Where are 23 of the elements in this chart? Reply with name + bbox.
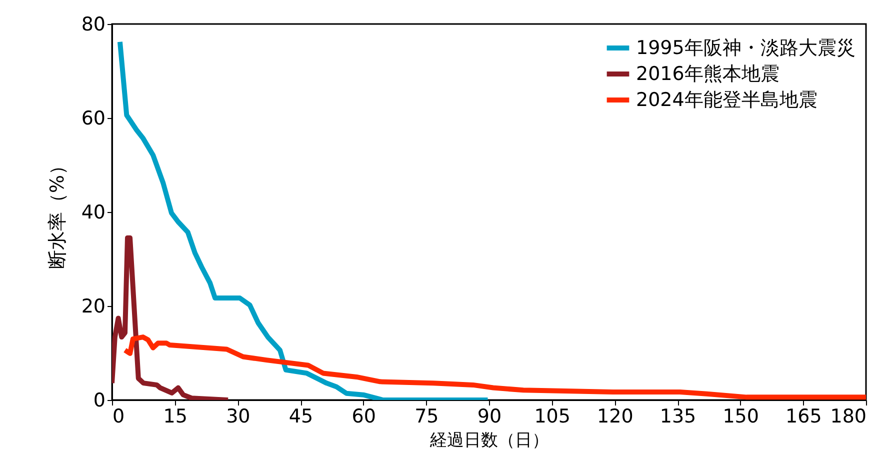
legend-label: 1995年阪神・淡路大震災 [636, 37, 856, 59]
x-tick-label: 135 [660, 406, 696, 428]
y-tick-label: 80 [81, 14, 106, 36]
x-tick-label: 165 [786, 406, 822, 428]
x-tick-label: 180 [830, 406, 866, 428]
x-tick-label: 45 [288, 406, 314, 428]
x-tick-label: 75 [414, 406, 439, 428]
y-tick-label: 40 [81, 202, 106, 224]
x-tick-label: 90 [477, 406, 502, 428]
y-tick-label: 20 [81, 296, 106, 318]
y-axis-title: 断水率（%） [46, 156, 68, 270]
legend-label: 2024年能登半島地震 [636, 89, 818, 111]
x-tick-label: 0 [112, 406, 125, 428]
x-tick-label: 150 [722, 406, 759, 428]
x-tick-label: 30 [226, 406, 250, 428]
x-axis-title: 経過日数（日） [429, 430, 549, 450]
x-tick-label: 60 [352, 406, 376, 428]
x-tick-label: 105 [534, 406, 570, 428]
x-tick-label: 120 [597, 406, 634, 428]
x-tick-label: 15 [163, 406, 188, 428]
y-tick-label: 0 [93, 390, 106, 412]
legend-label: 2016年熊本地震 [636, 63, 780, 85]
y-tick-label: 60 [81, 108, 106, 130]
